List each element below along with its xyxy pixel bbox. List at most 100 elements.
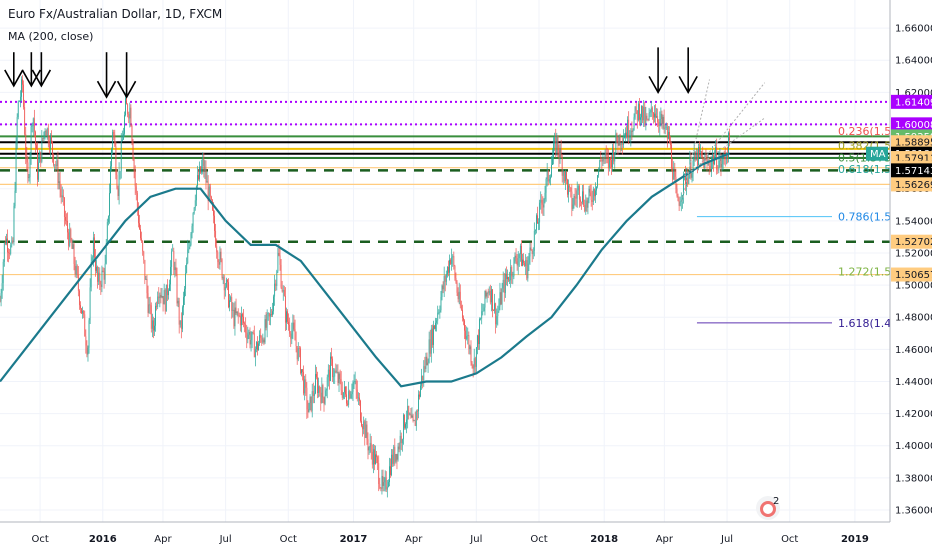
candle-body bbox=[23, 84, 25, 108]
candle-body bbox=[183, 297, 184, 308]
candle-body bbox=[393, 446, 395, 464]
horizontal-levels bbox=[0, 100, 890, 276]
candle-body bbox=[360, 400, 361, 421]
x-tick-label: Oct bbox=[781, 534, 798, 545]
candle-body bbox=[210, 196, 212, 201]
y-tick-label: 1.52000 bbox=[895, 248, 932, 259]
tv-badge-icon[interactable]: 2 bbox=[756, 496, 780, 520]
candle-body bbox=[620, 144, 622, 146]
candle-body bbox=[117, 188, 119, 197]
candle-body bbox=[65, 216, 66, 221]
candle-body bbox=[31, 125, 33, 127]
candle-body bbox=[379, 484, 381, 489]
x-tick-label: Apr bbox=[405, 534, 423, 545]
candle-body bbox=[278, 252, 280, 256]
candle-body bbox=[425, 356, 427, 369]
candle-body bbox=[516, 261, 518, 266]
candle-body bbox=[380, 488, 382, 489]
candle-body bbox=[116, 174, 118, 189]
candle-body bbox=[696, 153, 698, 168]
candle-body bbox=[214, 215, 215, 231]
candle-body bbox=[224, 286, 226, 291]
candle-body bbox=[105, 243, 107, 264]
x-tick-label: Apr bbox=[656, 534, 674, 545]
candle-body bbox=[621, 144, 623, 145]
candle-body bbox=[569, 185, 571, 188]
candle-body bbox=[503, 279, 505, 293]
price-tag-label: 1.52702 bbox=[895, 237, 932, 248]
candle-body bbox=[2, 261, 4, 284]
candle-body bbox=[462, 309, 463, 318]
candle-body bbox=[631, 130, 633, 132]
candle-body bbox=[526, 260, 528, 279]
candle-body bbox=[293, 322, 295, 330]
candle-body bbox=[112, 131, 114, 150]
candle-body bbox=[702, 156, 704, 158]
candle-body bbox=[205, 168, 207, 183]
candle-body bbox=[282, 289, 284, 292]
x-tick-label: 2018 bbox=[590, 534, 618, 545]
candle-body bbox=[33, 118, 35, 132]
candle-body bbox=[619, 135, 621, 146]
candle-body bbox=[389, 466, 390, 483]
arrow-head bbox=[4, 69, 24, 88]
y-tick-label: 1.44000 bbox=[895, 377, 932, 388]
candle-body bbox=[392, 454, 394, 464]
candle-body bbox=[169, 284, 170, 291]
candle-body bbox=[385, 477, 387, 490]
candle-body bbox=[178, 300, 180, 325]
candle-body bbox=[265, 319, 267, 328]
candle-body bbox=[4, 242, 6, 244]
candle-body bbox=[29, 155, 31, 178]
candle-body bbox=[63, 197, 65, 217]
candle-body bbox=[216, 246, 218, 253]
candle-body bbox=[280, 264, 282, 288]
candle-body bbox=[377, 457, 379, 464]
candle-body bbox=[428, 339, 430, 363]
candle-body bbox=[312, 391, 314, 396]
candle-body bbox=[600, 160, 602, 161]
candle-body bbox=[718, 161, 720, 171]
candle-body bbox=[586, 200, 588, 208]
candle-body bbox=[318, 386, 320, 393]
candle-body bbox=[647, 118, 649, 120]
candle-body bbox=[630, 130, 632, 138]
candle-body bbox=[288, 321, 290, 325]
candle-body bbox=[481, 311, 483, 319]
candle-body bbox=[91, 257, 93, 263]
candle-body bbox=[198, 175, 199, 180]
candle-body bbox=[6, 238, 7, 244]
candle-body bbox=[291, 330, 293, 339]
candle-body bbox=[337, 371, 339, 384]
candle-body bbox=[200, 166, 202, 173]
candle-body bbox=[363, 421, 365, 430]
candle-body bbox=[71, 240, 73, 249]
candle-body bbox=[459, 291, 461, 306]
candle-body bbox=[319, 386, 321, 393]
candle-body bbox=[664, 127, 666, 129]
candle-body bbox=[72, 244, 74, 249]
candle-body bbox=[43, 132, 45, 139]
x-tick-label: Jul bbox=[469, 534, 482, 545]
candle-body bbox=[175, 267, 177, 275]
candle-body bbox=[276, 271, 278, 286]
candle-body bbox=[341, 390, 343, 398]
candle-body bbox=[547, 170, 549, 182]
price-tag-label: 1.58895 bbox=[895, 138, 932, 149]
candle-body bbox=[649, 112, 651, 114]
candle-body bbox=[398, 446, 400, 450]
badge-count: 2 bbox=[773, 496, 779, 507]
candle-body bbox=[326, 377, 328, 391]
candle-body bbox=[27, 162, 29, 179]
chart-title: Euro Fx/Australian Dollar, 1D, FXCM bbox=[8, 7, 222, 21]
candle-body bbox=[451, 257, 453, 264]
candle-body bbox=[386, 486, 388, 490]
candle-body bbox=[274, 283, 276, 297]
candle-body bbox=[593, 188, 595, 197]
candle-body bbox=[539, 202, 541, 223]
candle-body bbox=[396, 454, 398, 460]
candle-body bbox=[433, 325, 434, 345]
candle-body bbox=[264, 319, 266, 343]
candle-body bbox=[45, 130, 47, 136]
